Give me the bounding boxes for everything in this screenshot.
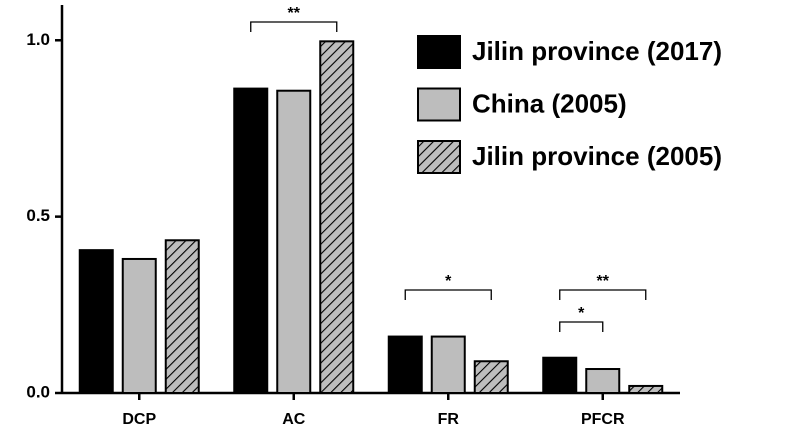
legend-swatch xyxy=(417,87,461,122)
bar xyxy=(628,384,664,395)
bar xyxy=(233,87,269,394)
bar xyxy=(164,239,200,394)
bar xyxy=(319,40,355,395)
y-tick-label: 1.0 xyxy=(26,30,50,49)
significance-bracket xyxy=(250,21,338,32)
bar xyxy=(585,368,621,395)
bar xyxy=(276,89,312,394)
y-tick-label: 0.0 xyxy=(26,382,50,401)
y-tick-label: 0.5 xyxy=(26,206,50,225)
bar xyxy=(542,356,578,394)
significance-bracket xyxy=(404,289,492,300)
x-tick-label: AC xyxy=(282,411,306,428)
legend-label: Jilin province (2005) xyxy=(472,141,722,171)
significance-label: ** xyxy=(597,273,610,290)
legend-label: China (2005) xyxy=(472,88,627,118)
significance-label: * xyxy=(445,273,452,290)
significance-label: * xyxy=(578,305,585,322)
significance-label: ** xyxy=(288,5,301,22)
bar xyxy=(387,335,423,394)
x-tick-label: PFCR xyxy=(581,411,625,428)
bar xyxy=(121,257,157,394)
significance-bracket xyxy=(559,321,604,332)
legend-label: Jilin province (2017) xyxy=(472,36,722,66)
significance-bracket xyxy=(559,289,647,300)
bar xyxy=(430,335,466,394)
x-tick-label: FR xyxy=(438,411,460,428)
legend-swatch xyxy=(417,35,461,69)
bar xyxy=(473,360,509,395)
x-tick-label: DCP xyxy=(122,411,156,428)
bar xyxy=(78,249,114,394)
legend-swatch xyxy=(417,140,461,174)
